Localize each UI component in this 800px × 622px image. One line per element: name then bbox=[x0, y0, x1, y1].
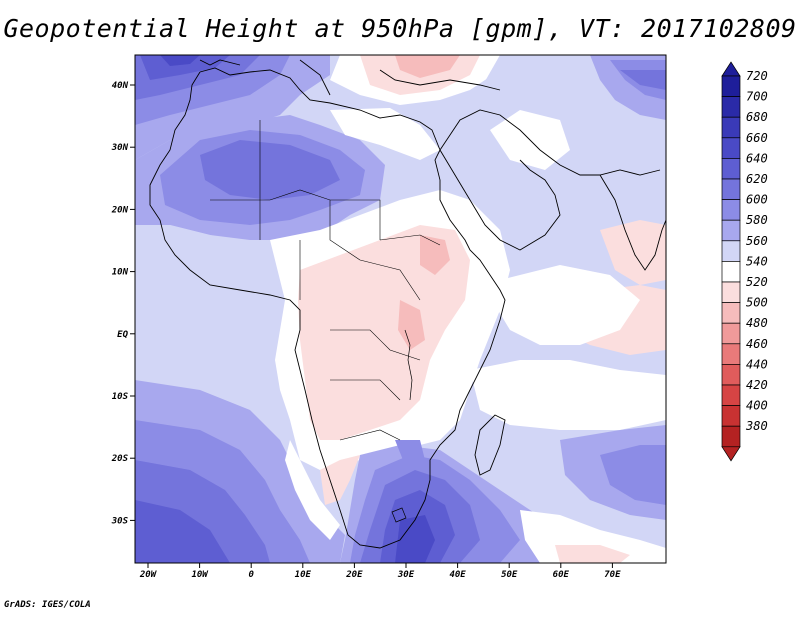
lat-tick-label: 30S bbox=[111, 516, 129, 526]
colorbar-label: 540 bbox=[746, 254, 768, 268]
colorbar-label: 460 bbox=[746, 337, 768, 351]
coast-turkey bbox=[379, 69, 501, 91]
colorbar-swatch bbox=[721, 281, 741, 303]
field-ethiopia-500 bbox=[420, 235, 450, 275]
colorbar-swatch bbox=[721, 116, 741, 139]
field-india-520 bbox=[600, 220, 666, 285]
colorbar-label: 640 bbox=[746, 151, 768, 165]
coastlines bbox=[149, 59, 666, 549]
field-somali-sea-540 bbox=[495, 265, 640, 345]
field-se-indian-600 bbox=[600, 445, 666, 505]
lon-tick-label: 30E bbox=[397, 570, 415, 580]
colorbar-label: 380 bbox=[745, 419, 768, 433]
colorbar-label: 500 bbox=[746, 296, 768, 310]
field-iran-620 bbox=[620, 70, 666, 90]
coast-iberia bbox=[199, 59, 241, 66]
colorbar-swatch bbox=[721, 302, 741, 324]
colorbar-swatch bbox=[721, 96, 741, 118]
colorbar-label: 580 bbox=[746, 213, 768, 227]
colorbar-swatch bbox=[721, 199, 741, 221]
grads-credit: GrADS: IGES/COLA bbox=[4, 600, 91, 610]
lon-tick-label: 40E bbox=[449, 570, 466, 580]
lon-tick-label: 70E bbox=[604, 570, 621, 580]
field-sw-coast-540 bbox=[285, 440, 340, 540]
lon-tick-label: 50E bbox=[501, 570, 518, 580]
colorbar-swatch bbox=[721, 425, 741, 448]
colorbar-swatch bbox=[721, 343, 741, 365]
field-lakes-500 bbox=[398, 300, 425, 350]
coast-north-africa bbox=[199, 67, 441, 151]
field-s-ocean-520 bbox=[555, 545, 630, 563]
longitude-axis: 20W 10W 0 10E 20E 30E 40E 50E 60E 70E bbox=[139, 563, 621, 580]
lat-tick-label: 40N bbox=[112, 81, 129, 91]
coast-india bbox=[599, 174, 666, 271]
lat-tick-label: EQ bbox=[117, 330, 128, 340]
chart-title: Geopotential Height at 950hPa [gpm], VT:… bbox=[3, 14, 797, 43]
colorbar-swatch bbox=[721, 322, 741, 345]
field-egypt-540 bbox=[330, 108, 440, 160]
field-central-africa-520 bbox=[298, 225, 470, 440]
colorbar-label: 700 bbox=[746, 90, 768, 104]
colorbar-swatch bbox=[721, 405, 741, 427]
field-s-atlantic-640 bbox=[135, 500, 230, 563]
lat-tick-label: 20S bbox=[111, 454, 129, 464]
lat-tick-label: 10N bbox=[112, 268, 129, 278]
lat-tick-label: 20N bbox=[111, 205, 129, 215]
colorbar-label: 620 bbox=[746, 172, 768, 186]
lon-tick-label: 20W bbox=[139, 570, 158, 580]
field-namibia-520 bbox=[320, 455, 360, 505]
field-turkey-500 bbox=[395, 55, 460, 78]
great-rift-lakes bbox=[404, 329, 413, 401]
field-s-indian-540 bbox=[470, 360, 666, 430]
geopotential-field bbox=[135, 55, 666, 563]
colorbar-label: 440 bbox=[746, 357, 768, 371]
colorbar-swatch bbox=[721, 219, 741, 242]
colorbar-swatch bbox=[721, 75, 741, 97]
latitude-axis: 40N 30N 20N 10N EQ 10S 20S 30S bbox=[111, 81, 135, 526]
coast-arabia-north bbox=[439, 109, 661, 176]
colorbar-swatch bbox=[721, 137, 741, 159]
colorbar-swatch bbox=[721, 261, 741, 283]
colorbar-top-arrow bbox=[721, 61, 741, 77]
plot-frame bbox=[134, 54, 667, 564]
lesotho bbox=[391, 507, 407, 523]
coast-arabia bbox=[439, 149, 561, 251]
colorbar-label: 520 bbox=[746, 275, 768, 289]
colorbar-swatch bbox=[721, 158, 741, 180]
colorbar-label: 480 bbox=[746, 316, 768, 330]
lon-tick-label: 60E bbox=[553, 570, 570, 580]
lat-tick-label: 10S bbox=[112, 392, 129, 402]
lon-tick-label: 20E bbox=[345, 570, 363, 580]
colorbar-label: 720 bbox=[746, 69, 768, 83]
field-w-africa-560 bbox=[135, 225, 315, 300]
lat-tick-label: 30N bbox=[111, 143, 129, 153]
colorbar-label: 560 bbox=[746, 234, 768, 248]
colorbar-swatch bbox=[721, 384, 741, 406]
colorbar-label: 680 bbox=[746, 110, 768, 124]
coast-madagascar bbox=[474, 414, 506, 476]
field-n-atlantic-660 bbox=[160, 55, 200, 66]
colorbar-bottom-arrow bbox=[721, 446, 741, 462]
colorbar-label: 600 bbox=[746, 193, 768, 207]
coast-italy bbox=[299, 59, 331, 96]
lon-tick-label: 10E bbox=[295, 570, 312, 580]
field-sahara-620 bbox=[200, 140, 340, 200]
country-borders bbox=[210, 120, 441, 441]
colorbar-label: 660 bbox=[746, 131, 768, 145]
colorbar-label: 420 bbox=[746, 378, 768, 392]
colorbar-swatch bbox=[721, 178, 741, 200]
field-n-atlantic-640 bbox=[140, 55, 230, 80]
coast-africa bbox=[149, 71, 506, 549]
field-zimbabwe-600 bbox=[395, 440, 425, 465]
lon-tick-label: 10W bbox=[191, 570, 209, 580]
colorbar-swatch bbox=[721, 240, 741, 262]
colorbar-label: 400 bbox=[746, 399, 768, 413]
lon-tick-label: 0 bbox=[248, 570, 254, 580]
field-se-africa-660 bbox=[395, 515, 435, 563]
colorbar-swatch bbox=[721, 364, 741, 386]
colorbar: 720 700 680 660 640 620 600 580 560 540 520 500 480 4… bbox=[721, 61, 768, 462]
